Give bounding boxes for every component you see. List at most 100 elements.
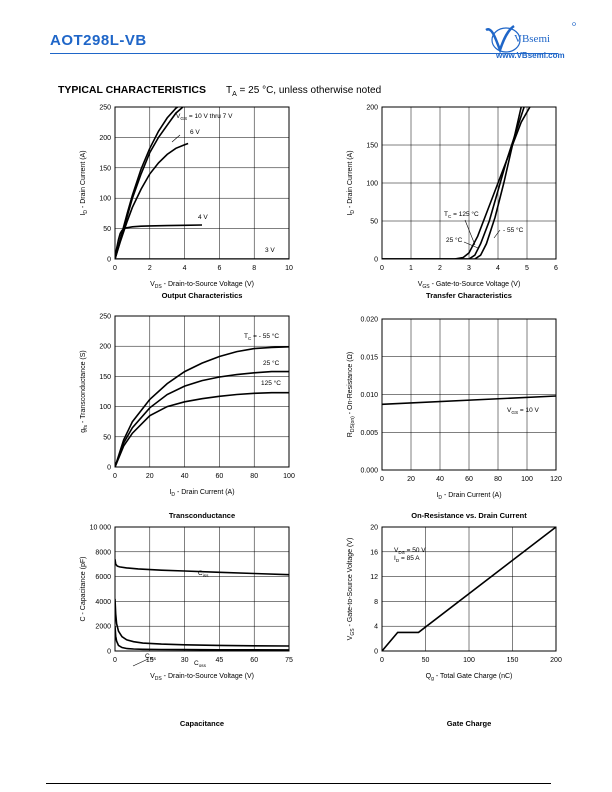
chart-gate_charge: 0 50 100 150 200 0 4 8 12 16 20 VDS = 50 VID = 85 A… — [347, 525, 562, 729]
y-tick-label: 4 — [374, 624, 378, 631]
y-tick-label: 150 — [366, 143, 378, 150]
brand-url: www.VBsemi.com — [496, 51, 565, 60]
condition-rest: = 25 °C, unless otherwise noted — [236, 85, 382, 96]
annotation-leader — [171, 134, 181, 143]
curve-annotation: VDS = 50 V — [394, 547, 426, 555]
x-tick-label: 120 — [550, 476, 562, 483]
y-tick-label: 2000 — [95, 624, 111, 631]
series-line — [115, 370, 289, 467]
curve-annotation: Ciss — [198, 570, 209, 578]
x-tick-label: 5 — [525, 265, 529, 272]
y-tick-label: 6000 — [95, 574, 111, 581]
annotation-leader — [464, 219, 476, 246]
curve-annotation: Coss — [194, 660, 207, 668]
chart-title: Gate Charge — [447, 719, 492, 728]
curve-annotation: 125 °C — [261, 379, 281, 387]
y-tick-label: 0 — [107, 465, 111, 472]
plot-frame — [381, 318, 557, 471]
y-tick-label: 0.005 — [360, 430, 378, 437]
chart-transconductance: 0 20 40 60 80 100 0 50 100 150 200 250 TC = - 55 °C 2… — [80, 314, 295, 521]
chart-title: Transfer Characteristics — [426, 291, 512, 300]
series-line — [115, 559, 289, 576]
y-tick-label: 0 — [374, 649, 378, 656]
x-axis-label: VGS - Gate-to-Source Voltage (V) — [418, 281, 521, 290]
chart-on_resistance: 0 20 40 60 80 100 120 0.000 0.005 0.010 0.015 0.020… — [347, 317, 562, 521]
curve-annotation: TC = 125 °C — [444, 210, 479, 219]
curve-annotation: Crss — [145, 653, 157, 661]
y-tick-label: 50 — [370, 219, 378, 226]
y-axis-label: ID - Drain Current (A) — [347, 150, 356, 215]
x-tick-label: 1 — [409, 265, 413, 272]
plot-frame — [114, 106, 290, 260]
x-tick-label: 0 — [380, 265, 384, 272]
series-line — [382, 527, 556, 651]
x-tick-label: 6 — [217, 265, 221, 272]
x-tick-label: 30 — [181, 657, 189, 664]
curve-annotation: TC = - 55 °C — [244, 332, 279, 341]
chart-transfer: 0 1 2 3 4 5 6 0 50 100 150 200 TC = 125 °C 25 °C - 55 … — [347, 105, 558, 301]
y-tick-label: 0 — [107, 649, 111, 656]
x-tick-label: 40 — [181, 473, 189, 480]
condition-prefix: T — [226, 85, 233, 96]
x-tick-label: 45 — [216, 657, 224, 664]
y-tick-label: 0.020 — [360, 317, 378, 324]
curve-annotation: 4 V — [198, 214, 208, 221]
x-tick-label: 15 — [146, 657, 154, 664]
plot-frame — [114, 315, 290, 468]
x-tick-label: 4 — [496, 265, 500, 272]
curve-annotation: - 55 °C — [503, 226, 524, 234]
series-line — [115, 107, 180, 259]
y-tick-label: 250 — [99, 314, 111, 321]
x-tick-label: 2 — [148, 265, 152, 272]
curve-annotation: VGS = 10 V thru 7 V — [176, 113, 233, 121]
x-tick-label: 3 — [467, 265, 471, 272]
y-tick-label: 50 — [103, 434, 111, 441]
y-tick-label: 16 — [370, 549, 378, 556]
series-line — [115, 142, 189, 259]
x-tick-label: 75 — [285, 657, 293, 664]
y-tick-label: 0 — [107, 257, 111, 264]
curve-annotation: 3 V — [265, 247, 275, 254]
x-tick-label: 50 — [422, 657, 430, 664]
x-axis-label: ID - Drain Current (A) — [436, 492, 501, 501]
x-tick-label: 60 — [465, 476, 473, 483]
series-line — [115, 346, 289, 467]
x-tick-label: 40 — [436, 476, 444, 483]
y-tick-label: 200 — [366, 105, 378, 112]
y-tick-label: 0.010 — [360, 392, 378, 399]
x-tick-label: 0 — [380, 476, 384, 483]
series-line — [115, 391, 289, 467]
x-tick-label: 60 — [216, 473, 224, 480]
y-tick-label: 10 000 — [90, 525, 112, 532]
series-line — [382, 107, 522, 259]
annotation-leader — [132, 658, 149, 667]
brand-name: VBsemi — [514, 33, 551, 45]
y-tick-label: 200 — [99, 344, 111, 351]
series-line — [115, 107, 184, 259]
x-tick-label: 60 — [250, 657, 258, 664]
part-number: AOT298L-VB — [50, 32, 147, 49]
y-tick-label: 100 — [99, 196, 111, 203]
x-tick-label: 200 — [550, 657, 562, 664]
x-tick-label: 0 — [113, 265, 117, 272]
chart-title: Output Characteristics — [162, 291, 243, 300]
series-line — [115, 626, 289, 651]
y-axis-label: ID - Drain Current (A) — [80, 150, 89, 215]
x-axis-label: Qg - Total Gate Charge (nC) — [426, 673, 513, 682]
x-tick-label: 8 — [252, 265, 256, 272]
curve-annotation: VGS = 10 V — [507, 407, 540, 415]
section-title: TYPICAL CHARACTERISTICS — [58, 84, 206, 96]
y-tick-label: 150 — [99, 374, 111, 381]
y-tick-label: 100 — [99, 404, 111, 411]
y-tick-label: 250 — [99, 105, 111, 112]
y-axis-label: RDS(on) - On-Resistance (Ω) — [347, 352, 356, 437]
footer-rule — [46, 783, 551, 784]
chart-title: Transconductance — [169, 511, 235, 520]
x-tick-label: 80 — [250, 473, 258, 480]
series-line — [382, 395, 556, 406]
y-tick-label: 100 — [366, 181, 378, 188]
curve-annotation: 25 °C — [446, 236, 463, 244]
y-tick-label: 20 — [370, 525, 378, 532]
